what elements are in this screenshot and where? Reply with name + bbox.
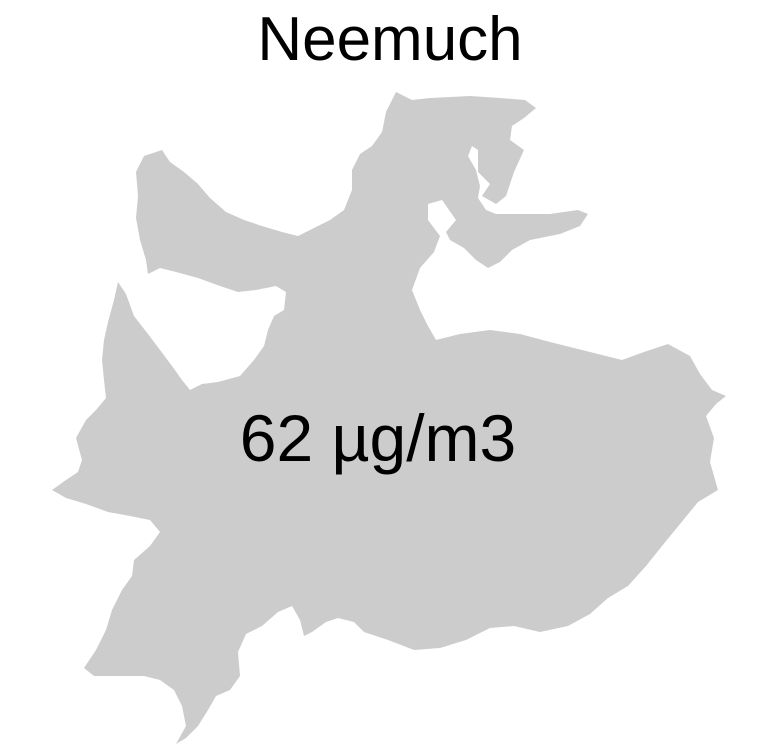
map-title: Neemuch: [257, 5, 523, 74]
district-region-neemuch: [52, 92, 726, 744]
pollution-value-label: 62 µg/m3: [239, 401, 517, 475]
